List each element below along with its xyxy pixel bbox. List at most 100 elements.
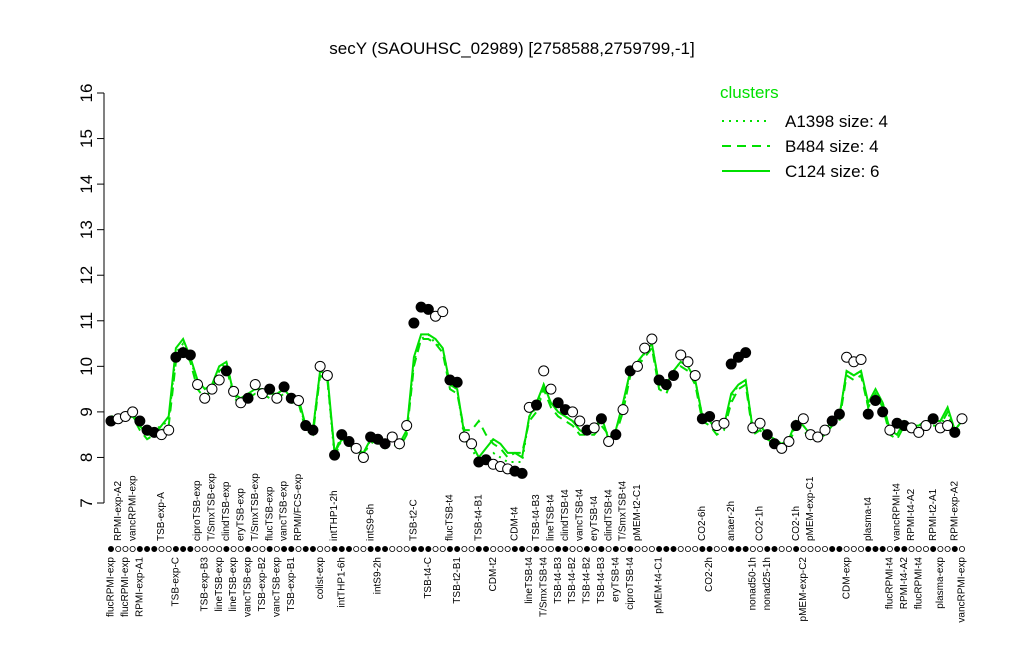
rug-dot <box>317 546 324 553</box>
rug-dot <box>721 546 728 553</box>
rug-dot <box>937 546 944 553</box>
x-tick-label: flucRPMI-exp <box>106 557 117 617</box>
rug-dot <box>454 546 461 553</box>
data-point <box>437 306 449 318</box>
x-tick-label: T/SmxTSB-exp <box>250 473 261 541</box>
data-point <box>956 413 968 425</box>
data-point <box>790 420 802 432</box>
x-tick-label: T/SmxTSB-exp <box>207 473 218 541</box>
x-tick-label: flucRPMI-exp <box>120 557 131 617</box>
rug-dot <box>865 546 872 553</box>
data-point <box>754 417 766 429</box>
rug-dot <box>324 546 331 553</box>
y-tick-label: 7 <box>77 498 96 507</box>
rug-dot <box>742 546 749 553</box>
data-point <box>538 365 550 377</box>
data-point <box>631 360 643 372</box>
rug-dot <box>547 546 554 553</box>
x-tick-label: vancTSB-exp <box>272 557 283 617</box>
data-point <box>545 383 557 395</box>
rug-dot <box>129 546 136 553</box>
rug-dot <box>216 546 223 553</box>
x-tick-label: vancRPMI-t4 <box>892 483 903 541</box>
data-point <box>682 356 694 368</box>
rug-dot <box>389 546 396 553</box>
data-point <box>293 395 305 406</box>
data-point <box>408 317 420 329</box>
x-tick-label: CDM-t4 <box>510 506 521 541</box>
rug-dot <box>504 546 511 553</box>
rug-dot <box>749 546 756 553</box>
data-point <box>920 420 932 432</box>
x-tick-label: eryTSB-exp <box>235 488 246 541</box>
rug-dot <box>331 546 338 553</box>
rug-dot <box>511 546 518 553</box>
rug-dot <box>245 546 252 553</box>
rug-dot <box>627 546 634 553</box>
rug-dot <box>894 546 901 553</box>
y-tick-label: 15 <box>77 129 96 148</box>
rug-dot <box>115 546 122 553</box>
rug-dot <box>201 546 208 553</box>
rug-dot <box>252 546 259 553</box>
rug-dot <box>396 546 403 553</box>
rug-dot <box>800 546 807 553</box>
x-tick-label: ciproTSB-exp <box>192 480 203 541</box>
rug-dot <box>526 546 533 553</box>
rug-dot <box>555 546 562 553</box>
x-tick-label: TSB-t4-B3 <box>596 557 607 604</box>
x-tick-label: TSB-exp-C <box>171 557 182 606</box>
x-tick-label: CO2-6h <box>697 506 708 541</box>
rug-dot <box>569 546 576 553</box>
x-tick-label: RPMI/FCS-exp <box>293 473 304 541</box>
data-point <box>386 431 398 443</box>
data-point <box>552 397 564 409</box>
rug-dot <box>656 546 663 553</box>
x-tick-label: TSB-t2-C <box>409 499 420 541</box>
rug-dot <box>944 546 951 553</box>
data-point <box>740 347 752 359</box>
x-tick-label: CO2-2h <box>704 557 715 592</box>
x-tick-label: flucRPMI-t4 <box>885 557 896 610</box>
rug-dot <box>144 546 151 553</box>
rug-dot <box>533 546 540 553</box>
data-point <box>610 429 622 441</box>
y-tick-label: 16 <box>77 84 96 103</box>
data-point <box>220 365 232 377</box>
rug-dot <box>158 546 165 553</box>
data-point <box>660 379 672 391</box>
data-point <box>336 429 348 441</box>
data-point <box>127 406 139 418</box>
rug-dot <box>418 546 425 553</box>
rug-dot <box>583 546 590 553</box>
rug-dot <box>684 546 691 553</box>
x-tick-label: lineTSB-t4 <box>524 557 535 604</box>
data-point <box>884 424 896 436</box>
x-tick-label: clindTSB-exp <box>221 481 232 541</box>
data-point <box>213 374 225 386</box>
data-point <box>321 369 333 381</box>
x-tick-label: RPMI-exp-A2 <box>949 481 960 541</box>
data-point <box>401 420 413 432</box>
rug-dot <box>821 546 828 553</box>
legend-label: C124 size: 6 <box>785 162 880 181</box>
data-point <box>393 438 405 450</box>
x-tick-label: lineTSB-exp <box>214 557 225 612</box>
y-tick-label: 14 <box>77 175 96 194</box>
rug-dot <box>266 546 273 553</box>
rug-dot <box>172 546 179 553</box>
rug-dot <box>785 546 792 553</box>
x-tick-label: pMEM-t2-C1 <box>632 484 643 541</box>
rug-dot <box>670 546 677 553</box>
data-point <box>776 442 788 454</box>
data-point <box>725 358 737 370</box>
data-point <box>350 442 362 454</box>
data-point <box>567 406 579 418</box>
rug-dot <box>713 546 720 553</box>
rug-dot <box>151 546 158 553</box>
data-point <box>949 426 961 438</box>
data-point <box>588 422 600 434</box>
rug-dot <box>165 546 172 553</box>
legend-label: B484 size: 4 <box>785 137 879 156</box>
